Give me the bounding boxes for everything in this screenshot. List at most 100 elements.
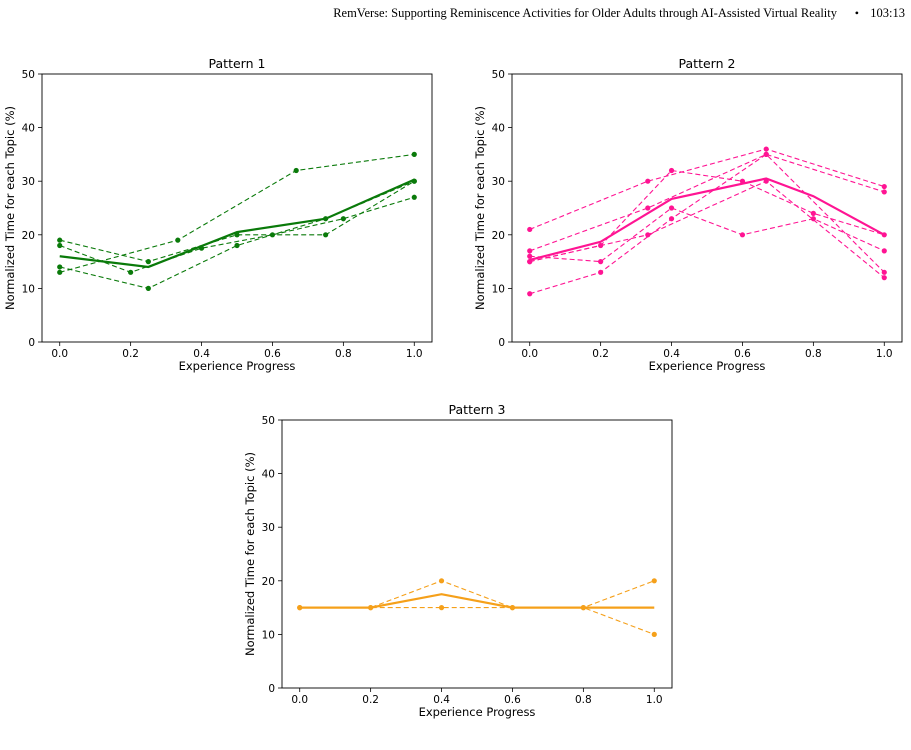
x-tick-label: 0.0 — [51, 348, 68, 360]
y-axis-label: Normalized Time for each Topic (%) — [3, 106, 17, 310]
x-tick-label: 1.0 — [406, 348, 423, 360]
data-point — [645, 178, 651, 184]
y-tick-label: 10 — [22, 283, 35, 295]
data-point — [411, 194, 417, 200]
plot-frame — [281, 419, 673, 689]
y-tick-label: 50 — [492, 69, 505, 81]
y-axis-label: Normalized Time for each Topic (%) — [473, 106, 487, 310]
paper-title: RemVerse: Supporting Reminiscence Activi… — [333, 6, 837, 20]
data-point — [323, 232, 329, 238]
x-tick-label: 0.8 — [575, 694, 592, 706]
data-point — [651, 631, 657, 637]
y-tick-label: 40 — [492, 123, 505, 135]
participant-series — [527, 151, 887, 297]
plot-frame — [41, 73, 433, 343]
y-tick-label: 30 — [492, 176, 505, 188]
participant-series — [57, 178, 417, 265]
x-axis-label: Experience Progress — [649, 359, 766, 373]
page-number: 103:13 — [870, 6, 905, 20]
participant-line — [529, 148, 885, 230]
participant-series — [527, 178, 887, 281]
mean-line — [299, 593, 655, 609]
data-point — [881, 189, 887, 195]
y-tick-label: 0 — [28, 337, 35, 349]
chart-pattern-2: Pattern 2 Normalized Time for each Topic … — [473, 56, 903, 373]
data-point — [297, 605, 303, 611]
data-point — [763, 146, 769, 152]
x-tick-label: 0.2 — [122, 348, 139, 360]
x-tick-label: 0.2 — [362, 694, 379, 706]
data-point — [598, 259, 604, 265]
y-tick-label: 50 — [22, 69, 35, 81]
data-point — [651, 578, 657, 584]
participant-line — [529, 180, 885, 279]
data-point — [57, 237, 63, 243]
x-tick-label: 0.8 — [335, 348, 352, 360]
y-tick-label: 40 — [262, 469, 275, 481]
data-point — [645, 205, 651, 211]
data-point — [763, 151, 769, 157]
x-axis-label: Experience Progress — [419, 705, 536, 719]
y-tick-label: 50 — [262, 415, 275, 427]
chart-title: Pattern 1 — [209, 56, 266, 71]
y-tick-label: 40 — [22, 123, 35, 135]
data-point — [668, 167, 675, 174]
data-point — [598, 269, 604, 275]
participant-line — [529, 207, 885, 263]
figure-caption — [0, 732, 911, 750]
data-point — [145, 285, 151, 291]
participant-line — [59, 180, 415, 263]
participant-line — [529, 169, 885, 263]
x-tick-label: 0.4 — [193, 348, 210, 360]
x-tick-label: 0.0 — [521, 348, 538, 360]
y-tick-label: 10 — [492, 283, 505, 295]
x-tick-label: 1.0 — [876, 348, 893, 360]
data-point — [128, 269, 134, 275]
data-point — [234, 242, 240, 249]
data-point — [527, 248, 533, 254]
data-point — [57, 269, 63, 275]
data-point — [645, 232, 651, 238]
participant-series — [57, 194, 417, 275]
x-tick-label: 0.6 — [734, 348, 751, 360]
data-point — [810, 216, 816, 222]
data-point — [269, 232, 276, 238]
participant-series — [527, 151, 887, 254]
x-tick-label: 0.8 — [805, 348, 822, 360]
header-separator: • — [854, 6, 859, 20]
y-tick-label: 20 — [262, 576, 275, 588]
x-tick-label: 1.0 — [646, 694, 663, 706]
data-point — [438, 578, 445, 584]
data-point — [739, 232, 746, 238]
data-point — [175, 237, 181, 243]
chart-pattern-1: Pattern 1 Normalized Time for each Topic … — [3, 56, 433, 373]
participant-series — [57, 151, 417, 275]
y-tick-label: 20 — [22, 230, 35, 242]
x-tick-label: 0.4 — [433, 694, 450, 706]
data-point — [881, 248, 887, 254]
data-point — [881, 183, 887, 190]
chart-title: Pattern 3 — [449, 402, 506, 417]
chart-title: Pattern 2 — [679, 56, 736, 71]
mean-line — [529, 177, 885, 262]
y-tick-label: 30 — [262, 522, 275, 534]
x-tick-label: 0.6 — [264, 348, 281, 360]
data-point — [810, 210, 816, 216]
plot-frame — [511, 73, 903, 343]
x-tick-label: 0.2 — [592, 348, 609, 360]
data-point — [668, 216, 675, 222]
y-tick-label: 20 — [492, 230, 505, 242]
data-point — [438, 605, 445, 611]
data-point — [340, 216, 346, 222]
x-tick-label: 0.0 — [291, 694, 308, 706]
x-tick-label: 0.6 — [504, 694, 521, 706]
data-point — [881, 275, 887, 281]
data-point — [57, 242, 63, 249]
y-tick-label: 0 — [498, 337, 505, 349]
participant-line — [529, 153, 885, 252]
participant-line — [59, 196, 415, 273]
y-tick-label: 30 — [22, 176, 35, 188]
mean-line — [59, 178, 415, 269]
data-point — [145, 259, 151, 265]
data-point — [527, 226, 533, 233]
